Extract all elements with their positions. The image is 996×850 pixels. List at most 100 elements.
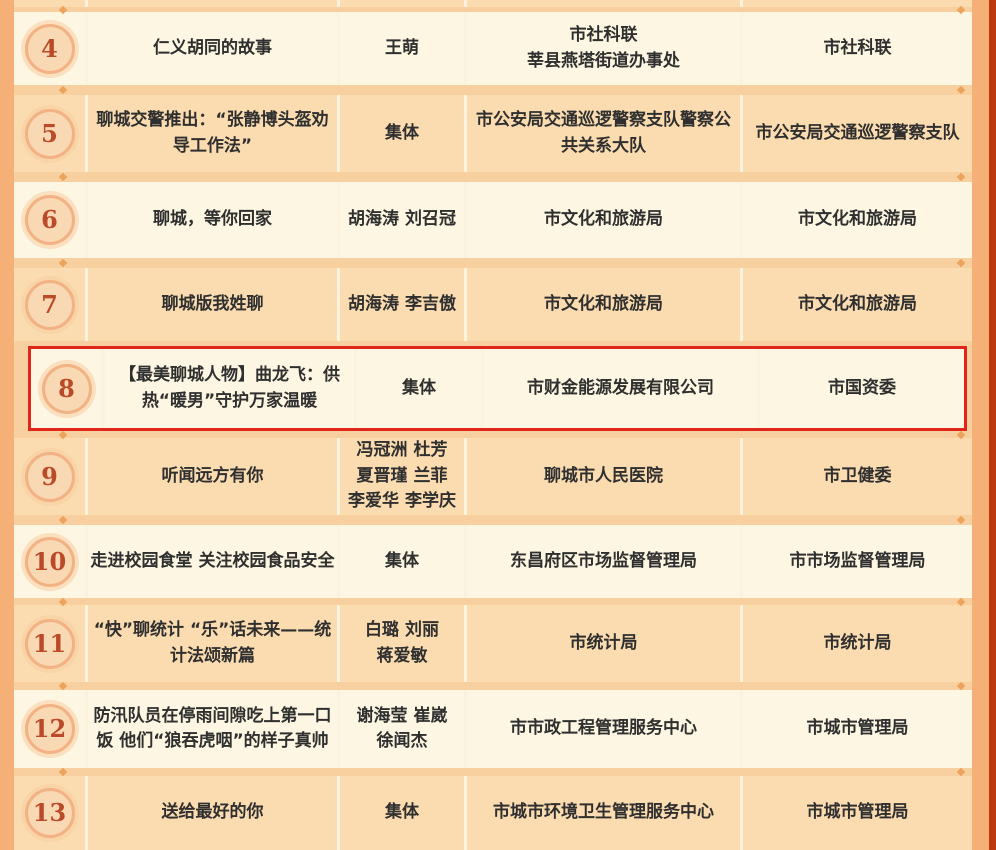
authors-cell: 胡海涛 刘召冠: [340, 182, 467, 258]
organization-cell: 东昌府区市场监督管理局: [467, 525, 743, 598]
table-row-highlighted: 8 【最美聊城人物】曲龙飞：供热“暖男”守护万家温暖 集体 市财金能源发展有限公…: [31, 349, 964, 428]
table-row: 13 送给最好的你 集体 市城市环境卫生管理服务中心 市城市管理局: [14, 776, 972, 850]
authors-cell: 谢海莹 崔崴 徐闻杰: [340, 690, 467, 768]
diamond-ornament: [58, 515, 68, 525]
row-number-cell: 12: [14, 690, 88, 768]
row-number-cell: 5: [14, 95, 88, 172]
row-number-badge: 9: [24, 451, 75, 502]
row-number: 4: [41, 33, 58, 63]
partial-cell: [340, 0, 467, 7]
row-gap: [14, 767, 972, 777]
row-number-badge: 4: [24, 23, 75, 74]
title-cell: “快”聊统计 “乐”话未来——统计法颂新篇: [88, 605, 340, 682]
authors-cell: 集体: [340, 95, 467, 172]
diamond-ornament: [956, 85, 966, 95]
row-number-badge: 8: [41, 363, 92, 414]
row-gap: [14, 85, 972, 95]
row-number-cell: 11: [14, 605, 88, 682]
partial-cell: [88, 0, 340, 7]
authors-cell: 胡海涛 李吉傲: [340, 268, 467, 341]
table-row: 11 “快”聊统计 “乐”话未来——统计法颂新篇 白璐 刘丽 蒋爱敏 市统计局 …: [14, 605, 972, 682]
title-cell: 聊城，等你回家: [88, 182, 340, 258]
recommender-cell: 市卫健委: [823, 465, 892, 486]
diamond-ornament: [956, 172, 966, 182]
row-number: 9: [41, 461, 58, 491]
recommender-cell: 市城市管理局: [806, 718, 909, 739]
diamond-ornament: [956, 430, 966, 439]
row-gap: [14, 5, 972, 14]
organization-cell: 市财金能源发展有限公司: [484, 349, 760, 428]
highlight-box: 8 【最美聊城人物】曲龙飞：供热“暖男”守护万家温暖 集体 市财金能源发展有限公…: [28, 346, 967, 431]
row-gap: [14, 597, 972, 606]
partial-cell: [14, 0, 88, 7]
authors-cell: 白璐 刘丽 蒋爱敏: [340, 605, 467, 682]
organization-cell: 市统计局: [467, 605, 743, 682]
title-cell: 送给最好的你: [88, 776, 340, 850]
title-cell: 聊城版我姓聊: [88, 268, 340, 341]
row-number: 13: [32, 798, 67, 827]
title-cell: 走进校园食堂 关注校园食品安全: [88, 525, 340, 598]
row-number-cell: 8: [31, 349, 105, 428]
row-number-cell: 10: [14, 525, 88, 598]
diamond-ornament: [58, 597, 68, 606]
row-number-cell: 4: [14, 12, 88, 85]
diamond-ornament: [956, 515, 966, 525]
table-row: 4 仁义胡同的故事 王萌 市社科联 莘县燕塔街道办事处 市社科联: [14, 12, 972, 85]
row-number-cell: 7: [14, 268, 88, 341]
row-number-badge: 11: [24, 618, 75, 669]
row-gap: [14, 258, 972, 268]
organization-cell: 市文化和旅游局: [467, 182, 743, 258]
diamond-ornament: [58, 85, 68, 95]
diamond-ornament: [956, 258, 966, 268]
recommender-cell: 市城市管理局: [806, 802, 909, 823]
right-border-bar: [972, 0, 989, 850]
row-number: 8: [58, 373, 75, 403]
partial-cell: [743, 0, 972, 7]
recommender-cell: 市文化和旅游局: [798, 209, 917, 230]
row-number: 5: [41, 118, 58, 148]
title-cell: 听闻远方有你: [88, 438, 340, 515]
row-number-cell: 9: [14, 438, 88, 515]
organization-cell: 市社科联 莘县燕塔街道办事处: [467, 12, 743, 85]
table-row: 7 聊城版我姓聊 胡海涛 李吉傲 市文化和旅游局 市文化和旅游局: [14, 268, 972, 341]
diamond-ornament: [956, 681, 966, 691]
row-number-badge: 7: [24, 279, 75, 330]
row-number-badge: 12: [24, 704, 75, 754]
authors-cell: 冯冠洲 杜芳 夏晋瑾 兰菲 李爱华 李学庆: [340, 438, 467, 515]
row-number-badge: 10: [24, 536, 75, 587]
diamond-ornament: [58, 172, 68, 182]
organization-cell: 市文化和旅游局: [467, 268, 743, 341]
recommender-cell: 市国资委: [828, 377, 896, 398]
row-gap: [14, 341, 972, 346]
partial-cell: [467, 0, 743, 7]
row-number: 7: [41, 289, 58, 319]
organization-cell: 市市政工程管理服务中心: [467, 690, 743, 768]
title-cell: 聊城交警推出：“张静博头盔劝导工作法”: [88, 95, 340, 172]
row-number-badge: 13: [24, 788, 75, 838]
table-row: 12 防汛队员在停雨间隙吃上第一口饭 他们“狼吞虎咽”的样子真帅 谢海莹 崔崴 …: [14, 690, 972, 768]
row-number-badge: 5: [24, 108, 75, 159]
table-row: 9 听闻远方有你 冯冠洲 杜芳 夏晋瑾 兰菲 李爱华 李学庆 聊城市人民医院 市…: [14, 438, 972, 515]
diamond-ornament: [58, 767, 68, 777]
row-gap: [14, 515, 972, 525]
row-number-cell: 13: [14, 776, 88, 850]
authors-cell: 王萌: [340, 12, 467, 85]
row-number: 10: [32, 546, 67, 576]
table: 4 仁义胡同的故事 王萌 市社科联 莘县燕塔街道办事处 市社科联 5 聊城交警推…: [14, 0, 972, 850]
authors-cell: 集体: [340, 525, 467, 598]
recommender-cell: 市市场监督管理局: [789, 550, 926, 571]
row-number: 11: [32, 628, 67, 658]
title-cell: 防汛队员在停雨间隙吃上第一口饭 他们“狼吞虎咽”的样子真帅: [88, 690, 340, 768]
previous-row-edge: [14, 0, 972, 7]
diamond-ornament: [58, 430, 68, 439]
row-gap: [14, 430, 972, 439]
row-gap: [14, 681, 972, 691]
table-row: 6 聊城，等你回家 胡海涛 刘召冠 市文化和旅游局 市文化和旅游局: [14, 182, 972, 258]
table-row: 10 走进校园食堂 关注校园食品安全 集体 东昌府区市场监督管理局 市市场监督管…: [14, 525, 972, 598]
organization-cell: 聊城市人民医院: [467, 438, 743, 515]
organization-cell: 市城市环境卫生管理服务中心: [467, 776, 743, 850]
recommender-cell: 市统计局: [823, 632, 892, 653]
recommender-cell: 市社科联: [823, 37, 892, 58]
authors-cell: 集体: [340, 776, 467, 850]
